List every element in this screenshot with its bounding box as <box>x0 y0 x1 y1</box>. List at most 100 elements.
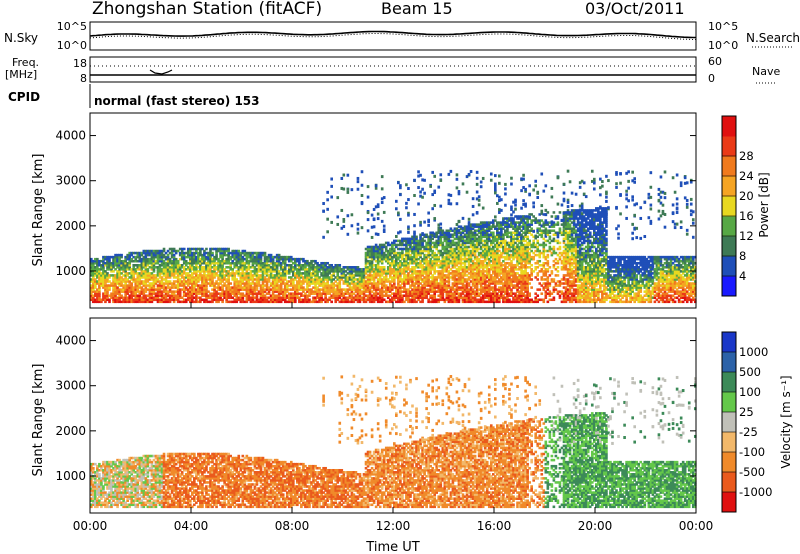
freq-label-line2: [MHz] <box>5 68 37 81</box>
range-gate-cell <box>433 217 436 220</box>
range-gate-cell <box>357 228 360 231</box>
range-gate-cell <box>397 181 400 184</box>
range-gate-cell <box>330 221 333 224</box>
range-gate-cell <box>383 225 386 228</box>
range-gate-cell <box>448 199 451 202</box>
nave-legend: Nave <box>752 65 780 78</box>
range-gate-cell <box>419 221 422 224</box>
range-gate-cell <box>480 180 483 183</box>
range-gate-cell <box>264 252 267 255</box>
range-gate-cell <box>330 185 333 188</box>
range-gate-cell <box>357 177 360 180</box>
range-gate-cell <box>456 202 459 205</box>
range-gate-cell <box>347 188 350 191</box>
range-gate-cell <box>395 235 398 238</box>
range-gate-cell <box>330 178 333 181</box>
range-gate-cell <box>494 174 497 177</box>
range-gate-cell <box>361 202 364 205</box>
date-label: 03/Oct/2011 <box>585 0 685 18</box>
range-gate-cell <box>433 191 436 194</box>
range-gate-cell <box>330 301 333 304</box>
nsky-label: N.Sky <box>4 31 38 45</box>
range-gate-cell <box>347 174 350 177</box>
range-gate-cell <box>405 183 408 186</box>
range-gate-cell <box>476 171 479 174</box>
range-gate-cell <box>496 202 499 205</box>
range-gate-cell <box>340 177 343 180</box>
range-gate-cell <box>120 254 123 257</box>
range-gate-cell <box>375 184 378 187</box>
range-gate-cell <box>377 203 380 206</box>
range-gate-cell <box>407 187 410 190</box>
range-gate-cell <box>458 220 461 223</box>
range-gate-cell <box>367 211 370 214</box>
range-gate-cell <box>347 191 350 194</box>
range-gate-cell <box>456 173 459 176</box>
range-gate-cell <box>419 190 422 193</box>
range-gate-cell <box>450 194 453 197</box>
range-gate-cell <box>371 214 374 217</box>
range-gate-cell <box>476 183 479 186</box>
range-gate-cell <box>490 179 493 182</box>
range-gate-cell <box>462 182 465 185</box>
range-gate-cell <box>322 236 325 239</box>
range-gate-cell <box>211 252 214 255</box>
range-gate-cell <box>343 225 346 228</box>
range-gate-cell <box>373 208 376 211</box>
range-gate-cell <box>397 211 400 214</box>
range-gate-cell <box>423 192 426 195</box>
range-gate-cell <box>448 173 451 176</box>
nsearch-tick-bottom: 10^0 <box>708 39 738 52</box>
range-gate-cell <box>405 202 408 205</box>
range-gate-cell <box>504 187 507 190</box>
range-gate-cell <box>361 226 364 229</box>
range-gate-cell <box>466 191 469 194</box>
range-gate-cell <box>377 217 380 220</box>
range-gate-cell <box>456 178 459 181</box>
range-gate-cell <box>494 188 497 191</box>
range-gate-cell <box>381 220 384 223</box>
range-gate-cell <box>407 214 410 217</box>
range-gate-cell <box>427 219 430 222</box>
range-gate-cell <box>494 191 497 194</box>
range-gate-cell <box>456 186 459 189</box>
range-gate-cell <box>367 185 370 188</box>
range-gate-cell <box>343 220 346 223</box>
power-data-cells <box>90 170 697 303</box>
range-gate-cell <box>478 195 481 198</box>
range-gate-cell <box>462 217 465 220</box>
range-gate-cell <box>498 174 501 177</box>
range-gate-cell <box>413 224 416 227</box>
beam-label: Beam 15 <box>381 0 453 18</box>
range-gate-cell <box>504 204 507 207</box>
range-gate-cell <box>407 198 410 201</box>
range-gate-cell <box>498 182 501 185</box>
range-gate-cell <box>500 209 503 212</box>
range-gate-cell <box>357 180 360 183</box>
range-gate-cell <box>417 170 420 173</box>
figure-title: Zhongshan Station (fitACF) <box>92 0 322 19</box>
range-gate-cell <box>423 179 426 182</box>
range-gate-cell <box>336 196 339 199</box>
range-gate-cell <box>373 217 376 220</box>
nsearch-tick-top: 10^5 <box>708 20 738 33</box>
range-gate-cell <box>367 196 370 199</box>
range-gate-cell <box>322 202 325 205</box>
range-gate-cell <box>383 211 386 214</box>
range-gate-cell <box>419 224 422 227</box>
range-gate-cell <box>431 207 434 210</box>
range-gate-cell <box>476 190 479 193</box>
range-gate-cell <box>395 207 398 210</box>
range-gate-cell <box>419 174 422 177</box>
range-gate-cell <box>413 213 416 216</box>
range-gate-cell <box>326 208 329 211</box>
range-gate-cell <box>347 233 350 236</box>
range-gate-cell <box>343 174 346 177</box>
range-gate-cell <box>399 186 402 189</box>
range-gate-cell <box>478 203 481 206</box>
range-gate-cell <box>433 175 436 178</box>
range-gate-cell <box>395 200 398 203</box>
range-gate-cell <box>482 207 485 210</box>
range-gate-cell <box>429 185 432 188</box>
range-gate-cell <box>383 230 386 233</box>
